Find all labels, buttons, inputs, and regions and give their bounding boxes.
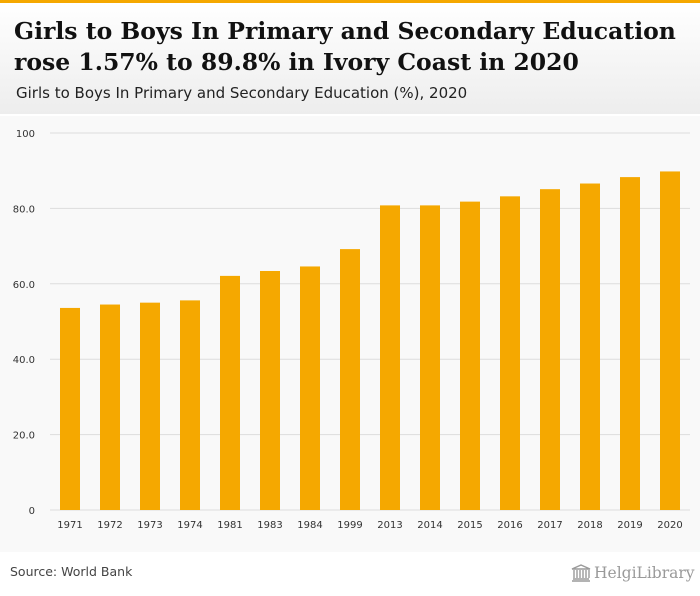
chart-subtitle: Girls to Boys In Primary and Secondary E…	[16, 84, 468, 102]
bar	[540, 189, 560, 510]
bar	[660, 171, 680, 511]
y-tick-label: 40.0	[13, 355, 35, 366]
x-tick-label: 2017	[537, 520, 562, 531]
bar	[300, 266, 320, 510]
x-tick-label: 2016	[497, 520, 522, 531]
bar	[140, 302, 160, 510]
bar	[260, 270, 280, 510]
bar	[620, 177, 640, 510]
header: Girls to Boys In Primary and Secondary E…	[0, 3, 700, 114]
bar	[340, 249, 360, 510]
accent-bar	[0, 0, 700, 3]
source-note: Source: World Bank	[10, 564, 133, 579]
x-tick-label: 1983	[257, 520, 282, 531]
x-tick-label: 2019	[617, 520, 642, 531]
y-axis: 0 20.0 40.0 60.0 80.0 100	[13, 129, 35, 517]
bar	[580, 183, 600, 510]
y-tick-label: 0	[29, 506, 35, 517]
x-tick-label: 2018	[577, 520, 602, 531]
x-tick-label: 1999	[337, 520, 362, 531]
x-tick-label: 2015	[457, 520, 482, 531]
x-tick-label: 2020	[657, 520, 682, 531]
x-tick-label: 1981	[217, 520, 242, 531]
bar	[60, 307, 80, 510]
bars	[60, 171, 680, 511]
bar	[460, 201, 480, 510]
bar	[180, 300, 200, 510]
y-tick-label: 60.0	[13, 280, 35, 291]
bar-chart: 0 20.0 40.0 60.0 80.0 100 1971 1972 1973 1974 198…	[13, 129, 690, 531]
y-tick-label: 80.0	[13, 204, 35, 215]
bar	[100, 304, 120, 510]
bar	[420, 205, 440, 510]
x-tick-label: 1973	[137, 520, 162, 531]
x-tick-label: 2013	[377, 520, 402, 531]
page-title: Girls to Boys In Primary and Secondary E…	[14, 17, 676, 76]
bar	[220, 275, 240, 510]
x-tick-label: 1974	[177, 520, 202, 531]
helgilibrary-logo[interactable]: HelgiLibrary	[571, 561, 695, 585]
y-tick-label: 20.0	[13, 431, 35, 442]
x-tick-label: 1984	[297, 520, 322, 531]
x-tick-label: 1972	[97, 520, 122, 531]
x-tick-label: 2014	[417, 520, 442, 531]
bar	[380, 205, 400, 510]
bar	[500, 196, 520, 510]
logo-text: HelgiLibrary	[594, 564, 695, 582]
library-icon	[571, 564, 591, 582]
x-tick-label: 1971	[57, 520, 82, 531]
y-tick-label: 100	[16, 129, 35, 140]
x-axis: 1971 1972 1973 1974 1981 1983 1984 1999 2013 2014…	[57, 520, 682, 531]
